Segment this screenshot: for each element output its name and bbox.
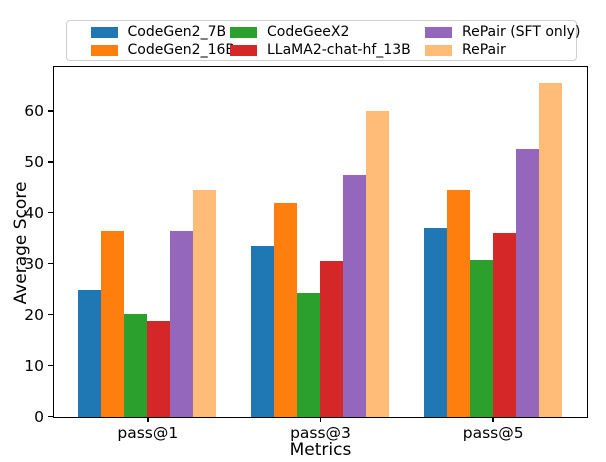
bar-CodeGen2_16B-pass@3 <box>273 202 297 417</box>
legend-label-CodeGen2_7B: CodeGen2_7B <box>127 23 227 40</box>
legend-item-RePair: RePair <box>425 41 506 58</box>
y-tick-mark-40 <box>48 211 53 214</box>
legend-swatch-RePair (SFT only) <box>425 26 452 38</box>
bar-RePair-pass@1 <box>193 190 217 417</box>
x-tick-mark-pass@3 <box>319 416 322 422</box>
legend-swatch-CodeGen2_16B <box>90 44 118 56</box>
x-tick-label-pass@5: pass@5 <box>462 423 524 442</box>
y-tick-mark-20 <box>48 313 53 316</box>
legend-label-CodeGeeX2: CodeGeeX2 <box>267 23 350 40</box>
y-tick-label-60: 60 <box>24 101 44 120</box>
legend-swatch-LLaMA2-chat-hf_13B <box>230 44 257 56</box>
y-tick-label-20: 20 <box>24 305 44 324</box>
bar-CodeGen2_7B-pass@3 <box>250 246 274 417</box>
bar-RePair (SFT only)-pass@5 <box>515 148 539 417</box>
legend-swatch-CodeGeeX2 <box>230 26 257 38</box>
x-tick-mark-pass@1 <box>147 416 149 422</box>
y-tick-mark-10 <box>48 364 53 367</box>
y-tick-label-40: 40 <box>24 203 44 222</box>
y-tick-label-50: 50 <box>24 152 44 171</box>
y-tick-mark-0 <box>48 415 53 418</box>
legend-item-CodeGen2_16B: CodeGen2_16B <box>90 41 236 58</box>
bar-LLaMA2-chat-hf_13B-pass@1 <box>147 320 171 417</box>
bar-RePair-pass@3 <box>366 110 390 417</box>
legend-item-LLaMA2-chat-hf_13B: LLaMA2-chat-hf_13B <box>230 41 411 58</box>
legend: CodeGen2_7B CodeGen2_16B CodeGeeX2 LLaMA2-c… <box>66 20 581 61</box>
legend-label-LLaMA2-chat-hf_13B: LLaMA2-chat-hf_13B <box>267 41 411 58</box>
legend-item-CodeGeeX2: CodeGeeX2 <box>230 23 350 40</box>
bar-CodeGen2_7B-pass@5 <box>423 228 447 417</box>
y-axis-label: Average Score <box>11 181 31 305</box>
legend-item-RePair (SFT only): RePair (SFT only) <box>425 23 581 40</box>
legend-label-RePair: RePair <box>462 41 506 58</box>
bar-RePair-pass@5 <box>538 82 562 417</box>
y-tick-label-10: 10 <box>24 356 44 375</box>
y-tick-mark-50 <box>48 161 53 163</box>
legend-label-RePair (SFT only): RePair (SFT only) <box>462 23 581 40</box>
y-tick-mark-60 <box>48 110 53 112</box>
legend-swatch-CodeGen2_7B <box>90 26 118 38</box>
bar-LLaMA2-chat-hf_13B-pass@5 <box>492 233 516 417</box>
bar-CodeGen2_16B-pass@1 <box>101 230 125 417</box>
bar-CodeGeeX2-pass@3 <box>297 292 320 417</box>
legend-label-CodeGen2_16B: CodeGen2_16B <box>127 41 236 58</box>
y-tick-mark-30 <box>48 262 53 265</box>
bar-CodeGeeX2-pass@1 <box>124 314 148 417</box>
y-tick-label-0: 0 <box>34 407 44 426</box>
bar-CodeGen2_16B-pass@5 <box>446 190 470 417</box>
bar-LLaMA2-chat-hf_13B-pass@3 <box>320 261 343 417</box>
legend-item-CodeGen2_7B: CodeGen2_7B <box>90 23 227 40</box>
bar-CodeGen2_7B-pass@1 <box>78 290 102 417</box>
bar-CodeGeeX2-pass@5 <box>469 260 493 417</box>
bar-RePair (SFT only)-pass@3 <box>343 174 366 417</box>
bar-RePair (SFT only)-pass@1 <box>170 231 194 417</box>
y-tick-label-30: 30 <box>24 254 44 273</box>
plot-area <box>53 66 588 418</box>
x-tick-label-pass@1: pass@1 <box>117 423 179 442</box>
legend-swatch-RePair <box>425 44 452 56</box>
x-tick-label-pass@3: pass@3 <box>290 423 351 442</box>
x-tick-mark-pass@5 <box>492 416 494 422</box>
x-axis-label: Metrics <box>289 440 352 460</box>
